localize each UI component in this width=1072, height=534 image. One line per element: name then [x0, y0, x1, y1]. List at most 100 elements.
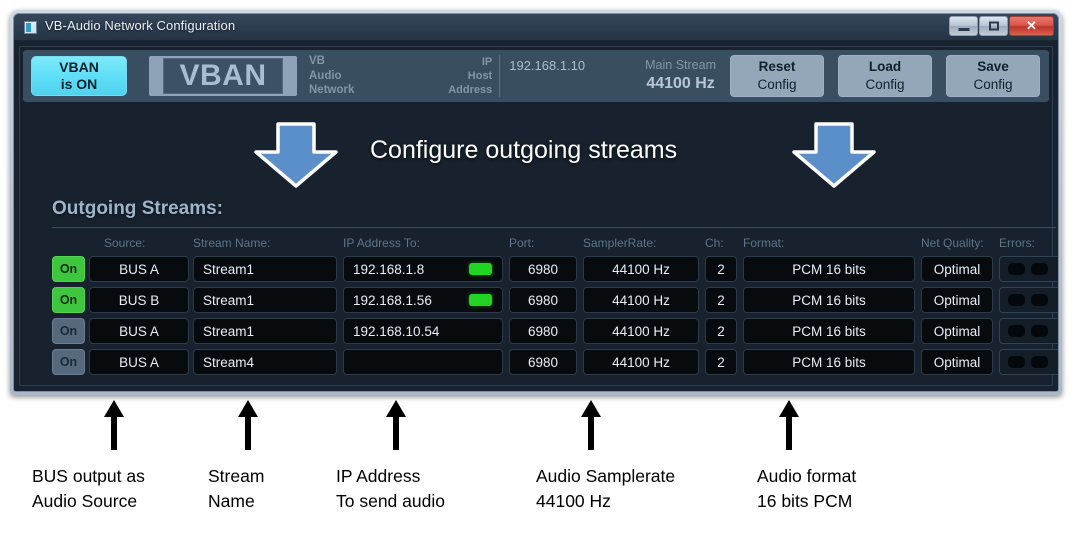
error-led	[1031, 325, 1048, 337]
note-audio-format-line1: Audio format	[757, 466, 857, 486]
error-led	[1031, 263, 1048, 275]
load-config-line2: Config	[865, 77, 905, 92]
stream-format-field[interactable]: PCM 16 bits	[743, 349, 915, 375]
stream-rate-field[interactable]: 44100 Hz	[583, 318, 699, 344]
vban-toggle-line1: VBAN	[59, 58, 99, 75]
close-button[interactable]: ✕	[1009, 16, 1054, 36]
stream-rate-field[interactable]: 44100 Hz	[583, 349, 699, 375]
close-icon: ✕	[1026, 18, 1037, 33]
save-config-line2: Config	[973, 77, 1013, 92]
stream-rate-field[interactable]: 44100 Hz	[583, 287, 699, 313]
top-toolbar: VBAN is ON VBAN VB Audio Network IP	[23, 50, 1049, 102]
note-ip-address-line2: To send audio	[336, 490, 445, 511]
note-stream-name-line2: Name	[208, 490, 255, 511]
load-config-button[interactable]: Load Config	[838, 55, 932, 97]
stream-source-field[interactable]: BUS B	[89, 287, 189, 313]
stream-quality-field[interactable]: Optimal	[921, 287, 993, 313]
stream-port-field[interactable]: 6980	[509, 287, 577, 313]
up-arrow-stream-name-icon	[238, 400, 258, 450]
main-stream-info: Main Stream 44100 Hz	[645, 58, 716, 94]
stream-on-toggle[interactable]: On	[52, 349, 85, 375]
ip-host-address-value[interactable]: 192.168.1.10	[509, 58, 586, 73]
note-stream-name-line1: Stream	[208, 466, 265, 486]
vban-subtitle: VB Audio Network	[309, 54, 354, 98]
title-bar[interactable]: VB-Audio Network Configuration ✕	[14, 14, 1058, 41]
stream-quality-field[interactable]: Optimal	[921, 349, 993, 375]
save-config-line1: Save	[977, 59, 1009, 75]
note-ip-address: IP Address To send audio	[336, 464, 445, 514]
error-led	[1008, 263, 1025, 275]
vban-subtitle-line3: Network	[309, 84, 355, 97]
stream-ip-field[interactable]: 192.168.1.56	[343, 287, 503, 313]
stream-source-field[interactable]: BUS A	[89, 349, 189, 375]
window-title: VB-Audio Network Configuration	[45, 18, 236, 33]
table-header-row: Source: Stream Name: IP Address To: Port: Sa…	[52, 232, 1058, 256]
stream-rate-field[interactable]: 44100 Hz	[583, 256, 699, 282]
stream-source-field[interactable]: BUS A	[89, 318, 189, 344]
note-stream-name: Stream Name	[208, 464, 264, 514]
note-samplerate-line2: 44100 Hz	[536, 490, 611, 511]
down-arrow-left-icon	[254, 122, 338, 188]
stream-ch-field[interactable]: 2	[705, 287, 737, 313]
stream-quality-field[interactable]: Optimal	[921, 318, 993, 344]
error-led	[1008, 356, 1025, 368]
main-stream-label: Main Stream	[645, 58, 716, 73]
up-arrow-bus-output-icon	[104, 400, 124, 450]
stream-name-field[interactable]: Stream1	[193, 318, 337, 344]
maximize-button[interactable]	[979, 16, 1008, 36]
stream-errors-indicator	[999, 287, 1058, 313]
stream-ip-field[interactable]	[343, 349, 503, 375]
reset-config-line1: Reset	[758, 59, 796, 75]
error-led	[1008, 294, 1025, 306]
overlay-instruction-text: Configure outgoing streams	[370, 136, 678, 164]
error-led	[1031, 294, 1048, 306]
stream-active-led	[469, 263, 492, 275]
vban-power-toggle[interactable]: VBAN is ON	[31, 56, 127, 96]
vban-logo: VBAN	[149, 56, 297, 96]
minimize-button[interactable]	[949, 16, 978, 36]
stream-name-field[interactable]: Stream4	[193, 349, 337, 375]
app-icon	[24, 21, 37, 34]
stream-ip-field[interactable]: 192.168.10.54	[343, 318, 503, 344]
stream-ch-field[interactable]: 2	[705, 318, 737, 344]
vban-subtitle-line1: VB	[309, 54, 325, 67]
stream-ch-field[interactable]: 2	[705, 349, 737, 375]
note-bus-output-line1: BUS output as	[32, 466, 145, 486]
column-header-ip: IP Address To:	[343, 236, 420, 250]
stream-ch-field[interactable]: 2	[705, 256, 737, 282]
load-config-line1: Load	[868, 59, 902, 75]
ip-label-line2: Host	[467, 69, 493, 82]
stream-errors-indicator	[999, 349, 1058, 375]
ip-label-line1: IP	[481, 55, 493, 68]
column-header-format: Format:	[743, 236, 785, 250]
note-bus-output: BUS output as Audio Source	[32, 464, 145, 514]
reset-config-line2: Config	[757, 77, 797, 92]
stream-format-field[interactable]: PCM 16 bits	[743, 287, 915, 313]
stream-port-field[interactable]: 6980	[509, 318, 577, 344]
stream-format-field[interactable]: PCM 16 bits	[743, 256, 915, 282]
stream-port-field[interactable]: 6980	[509, 349, 577, 375]
stream-ip-field[interactable]: 192.168.1.8	[343, 256, 503, 282]
column-header-name: Stream Name:	[193, 236, 271, 250]
ip-host-address-label: IP Host Address	[448, 54, 501, 98]
column-header-rate: SamplerRate:	[583, 236, 657, 250]
stream-on-toggle[interactable]: On	[52, 318, 85, 344]
up-arrow-format-icon	[779, 400, 799, 450]
error-led	[1031, 356, 1048, 368]
stream-source-field[interactable]: BUS A	[89, 256, 189, 282]
stream-on-toggle[interactable]: On	[52, 256, 85, 282]
stream-quality-field[interactable]: Optimal	[921, 256, 993, 282]
stream-name-field[interactable]: Stream1	[193, 256, 337, 282]
stream-format-field[interactable]: PCM 16 bits	[743, 318, 915, 344]
save-config-button[interactable]: Save Config	[946, 55, 1040, 97]
reset-config-button[interactable]: Reset Config	[730, 55, 824, 97]
main-stream-value: 44100 Hz	[646, 74, 715, 92]
note-audio-format: Audio format 16 bits PCM	[757, 464, 856, 514]
stream-on-toggle[interactable]: On	[52, 287, 85, 313]
stream-name-field[interactable]: Stream1	[193, 287, 337, 313]
stream-active-led	[469, 294, 492, 306]
note-samplerate-line1: Audio Samplerate	[536, 466, 676, 486]
column-header-quality: Net Quality:	[921, 236, 984, 250]
stream-port-field[interactable]: 6980	[509, 256, 577, 282]
table-rows: On BUS A Stream1 192.168.1.8 6980 44100 Hz 2 PC…	[52, 256, 1058, 380]
